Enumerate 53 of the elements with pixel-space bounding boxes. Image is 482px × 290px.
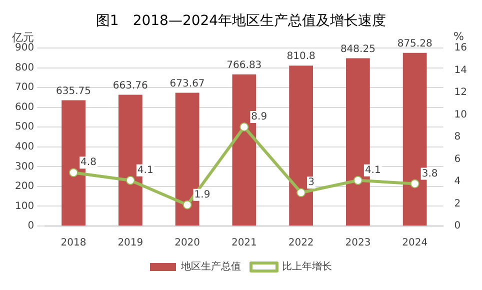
data-label: 8.9 [251, 112, 268, 123]
data-label: 4.1 [137, 164, 154, 176]
y-tick-label: 800 [14, 62, 34, 74]
data-label: 4.8 [80, 157, 96, 168]
point [182, 200, 192, 210]
x-tick-label: 2022 [288, 238, 314, 249]
y2-tick-label: 0 [454, 220, 461, 232]
chart-title: 图1 2018—2024年地区生产总值及增长速度 [94, 12, 388, 30]
data-label: 673.67 [170, 78, 205, 90]
legend-label: 比上年增长 [282, 260, 332, 273]
y-tick-label: 400 [14, 141, 34, 152]
y-tick-label: 300 [14, 161, 34, 172]
y-tick-label: 600 [14, 102, 34, 113]
data-label: 635.75 [56, 86, 92, 97]
x-tick-label: 2021 [231, 238, 257, 249]
y2-tick-label: 12 [454, 87, 468, 98]
x-tick-label: 2018 [60, 238, 86, 249]
data-label: 1.9 [194, 189, 210, 200]
y-axis-title: 亿元 [12, 30, 34, 44]
data-label: 3 [308, 177, 314, 188]
y2-tick-label: 16 [454, 42, 468, 54]
data-label: 4.1 [364, 164, 381, 176]
y-tick-label: 0 [28, 220, 34, 232]
point [410, 179, 420, 188]
data-label: 766.83 [226, 60, 262, 71]
data-label: 3.8 [422, 168, 438, 180]
y2-tick-label: 4 [454, 176, 461, 188]
y-tick-label: 500 [14, 122, 34, 133]
y-tick-label: 100 [14, 200, 34, 212]
y-tick-label: 900 [14, 42, 34, 54]
y2-tick-label: 10 [454, 109, 468, 120]
x-tick-label: 2023 [345, 238, 371, 249]
x-tick-label: 2024 [402, 238, 428, 249]
data-label: 848.25 [340, 44, 376, 55]
y-tick-label: 700 [14, 82, 34, 94]
y-tick-label: 200 [14, 181, 34, 192]
y2-tick-label: 2 [454, 198, 461, 210]
data-label: 663.76 [112, 80, 148, 92]
data-label: 810.8 [286, 51, 316, 62]
y2-tick-label: 8 [454, 132, 461, 143]
point [126, 176, 135, 185]
y2-tick-label: 6 [454, 154, 461, 165]
legend-label: 地区生产总值 [180, 260, 241, 273]
y2-axis-title: % [454, 30, 464, 43]
point [296, 188, 306, 198]
point [353, 176, 362, 185]
point [240, 122, 249, 132]
x-tick-label: 2020 [174, 238, 200, 249]
x-tick-label: 2019 [118, 238, 144, 249]
data-label: 875.28 [397, 38, 432, 50]
bar [289, 66, 314, 226]
point [69, 168, 78, 178]
y2-tick-label: 14 [454, 64, 468, 76]
